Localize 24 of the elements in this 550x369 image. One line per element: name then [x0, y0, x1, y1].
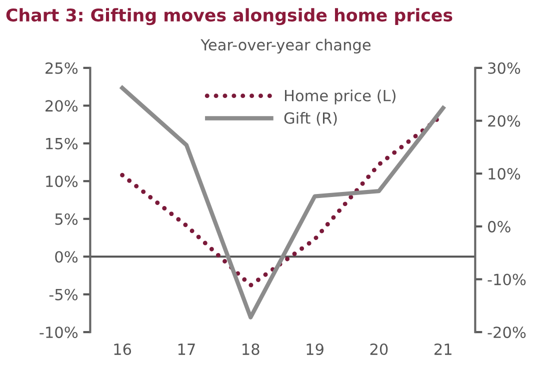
y2-tick-label: 20% [488, 115, 520, 127]
y-tick-label: -10% [40, 326, 78, 338]
y-tick-label: 25% [46, 62, 78, 74]
y2-tick-label: -10% [488, 274, 526, 286]
y2-tick-label: 0% [488, 220, 510, 232]
x-tick-label: 16 [114, 343, 132, 356]
chart-subtitle: Year-over-year change [200, 38, 371, 54]
x-tick-label: 17 [178, 344, 195, 355]
x-tick-label: 19 [306, 343, 324, 356]
y-tick-label: 5% [55, 213, 78, 225]
x-tick-label: 21 [434, 343, 452, 355]
y2-tick-label: 30% [488, 62, 520, 74]
y-tick-label: -5% [49, 288, 78, 300]
y-tick-label: 0% [55, 251, 78, 263]
chart-title: Chart 3: Gifting moves alongside home prices [6, 8, 452, 26]
y2-tick-label: -20% [488, 326, 526, 338]
y-tick-label: 20% [46, 100, 78, 112]
x-tick-label: 20 [370, 343, 388, 356]
y2-tick-label: 10% [488, 168, 520, 180]
x-tick-label: 18 [242, 343, 260, 356]
y-tick-label: 10% [46, 176, 78, 188]
y-tick-label: 15% [46, 138, 78, 150]
legend-label: Home price (L) [285, 90, 396, 104]
legend-label: Gift (R) [284, 112, 337, 126]
